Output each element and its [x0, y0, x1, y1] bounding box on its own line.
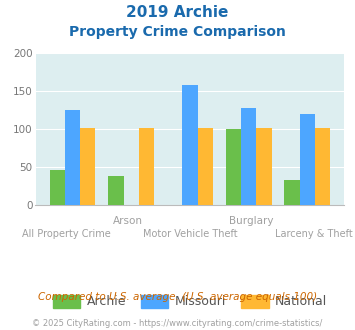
- Text: Arson: Arson: [113, 216, 143, 226]
- Bar: [198, 128, 213, 205]
- Legend: Archie, Missouri, National: Archie, Missouri, National: [48, 290, 332, 314]
- Bar: [108, 176, 124, 205]
- Text: 2019 Archie: 2019 Archie: [126, 5, 229, 20]
- Text: All Property Crime: All Property Crime: [22, 229, 111, 239]
- Bar: [256, 128, 272, 205]
- Bar: [226, 129, 241, 205]
- Bar: [182, 85, 198, 205]
- Bar: [284, 180, 300, 205]
- Text: Property Crime Comparison: Property Crime Comparison: [69, 25, 286, 39]
- Text: Compared to U.S. average. (U.S. average equals 100): Compared to U.S. average. (U.S. average …: [38, 292, 317, 302]
- Text: Burglary: Burglary: [229, 216, 274, 226]
- Text: Motor Vehicle Theft: Motor Vehicle Theft: [143, 229, 237, 239]
- Bar: [315, 128, 330, 205]
- Bar: [139, 128, 154, 205]
- Bar: [300, 114, 315, 205]
- Bar: [50, 170, 65, 205]
- Text: Larceny & Theft: Larceny & Theft: [274, 229, 353, 239]
- Bar: [65, 110, 80, 205]
- Bar: [80, 128, 95, 205]
- Text: © 2025 CityRating.com - https://www.cityrating.com/crime-statistics/: © 2025 CityRating.com - https://www.city…: [32, 319, 323, 328]
- Bar: [241, 108, 256, 205]
